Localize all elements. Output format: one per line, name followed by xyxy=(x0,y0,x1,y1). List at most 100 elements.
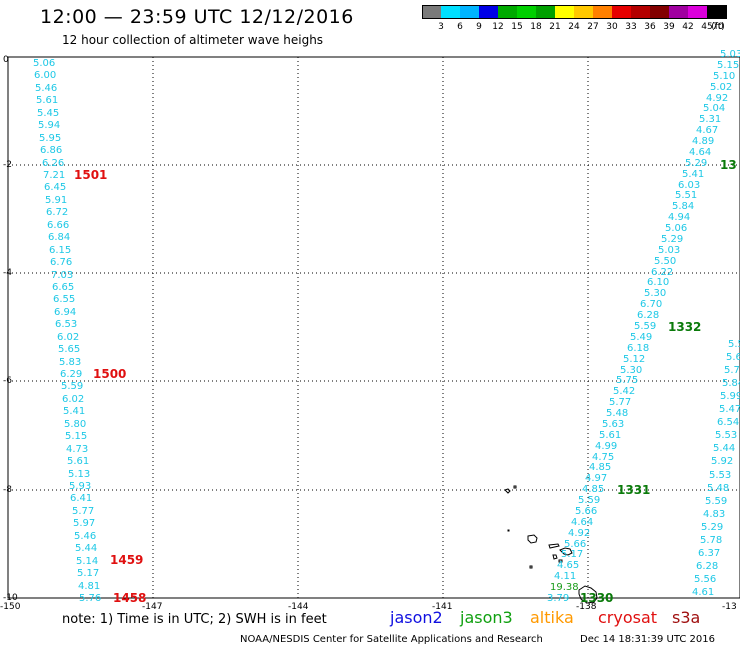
footer-timestamp: Dec 14 18:31:39 UTC 2016 xyxy=(580,634,715,645)
legend-tick-label: 33 xyxy=(625,22,637,32)
wave-height-label: 5.61 xyxy=(36,95,59,106)
satellite-name: jason2 xyxy=(390,608,443,627)
wave-height-label: 6.00 xyxy=(34,70,57,81)
wave-height-label: 6.54 xyxy=(717,417,740,428)
wave-height-label: 4.99 xyxy=(595,441,618,452)
wave-height-label: 6.28 xyxy=(696,561,719,572)
wave-height-label: 4.85 xyxy=(589,462,612,473)
pass-time-label: 1459 xyxy=(110,553,144,567)
wave-height-label: 4.92 xyxy=(706,93,729,104)
wave-height-label: 6.84 xyxy=(48,232,71,243)
wave-height-label: 5.10 xyxy=(713,71,736,82)
wave-height-label: 5.29 xyxy=(701,522,724,533)
plot-frame xyxy=(7,56,740,599)
pass-time-label: 1331 xyxy=(617,483,651,497)
wave-height-label: 6.70 xyxy=(640,299,663,310)
wave-height-label: 5.15 xyxy=(717,60,740,71)
pass-time-label: 13 xyxy=(720,158,737,172)
wave-height-label: 5.75 xyxy=(616,375,639,386)
wave-height-label: 6.55 xyxy=(53,294,76,305)
wave-height-label: 5.48 xyxy=(606,408,629,419)
island-kahoolawe xyxy=(558,559,563,563)
x-tick-label: -138 xyxy=(576,602,597,612)
wave-height-label: 5.84 xyxy=(672,201,695,212)
y-tick-label: -6 xyxy=(3,376,12,386)
wave-height-label: 5.59 xyxy=(705,496,728,507)
x-tick-label: -141 xyxy=(432,602,453,612)
wave-height-label: 5.06 xyxy=(33,58,56,69)
wave-height-label: 4.73 xyxy=(66,444,89,455)
wave-height-label: 5.77 xyxy=(72,506,95,517)
y-tick-label: 0 xyxy=(3,55,9,65)
wave-height-label: 5.6 xyxy=(726,352,740,363)
wave-height-label: 5.91 xyxy=(45,195,68,206)
wave-height-label: 5.41 xyxy=(63,406,86,417)
y-tick-label: -8 xyxy=(3,485,12,495)
legend-tick-label: 12 xyxy=(492,22,504,32)
wave-height-label: 5.83 xyxy=(59,357,82,368)
legend-tick-label: 70 xyxy=(712,22,724,32)
legend-tick-label: 18 xyxy=(530,22,542,32)
wave-height-label: 5.59 xyxy=(634,321,657,332)
wave-height-label: 5.46 xyxy=(74,531,97,542)
island-tiny xyxy=(529,565,533,569)
pass-time-label: 1330 xyxy=(580,591,614,605)
wave-height-label: 6.03 xyxy=(678,180,701,191)
wave-height-label: 5.99 xyxy=(720,391,740,402)
wave-height-label: 5.59 xyxy=(61,381,84,392)
legend-tick-label: 6 xyxy=(457,22,463,32)
wave-height-label: 4.97 xyxy=(585,473,608,484)
island-kauai xyxy=(504,488,511,494)
island-maui xyxy=(559,547,573,556)
pass-time-label: 1501 xyxy=(74,168,108,182)
legend-tick-label: 39 xyxy=(663,22,675,32)
wave-height-label: 5.13 xyxy=(68,469,91,480)
wave-height-label: 6.86 xyxy=(40,145,63,156)
satellite-name: jason3 xyxy=(460,608,513,627)
wave-height-label: 5.30 xyxy=(620,365,643,376)
wave-height-label: 6.45 xyxy=(44,182,67,193)
wave-height-label: 5.15 xyxy=(65,431,88,442)
wave-height-label: 6.22 xyxy=(651,267,674,278)
wave-height-label: 6.15 xyxy=(49,245,72,256)
wave-height-label: 5.46 xyxy=(35,83,58,94)
wave-height-label: 4.83 xyxy=(703,509,726,520)
island-outlines xyxy=(504,485,598,604)
wave-height-label: 5.61 xyxy=(599,430,622,441)
legend-tick-label: 21 xyxy=(549,22,561,32)
wave-height-label: 5.17 xyxy=(561,549,584,560)
color-legend: 3 6 9 12 15 18 21 24 27 30 33 36 39 42 45 70 (ft) xyxy=(422,5,727,35)
wave-height-label: 5.63 xyxy=(602,419,625,430)
wave-height-label: 6.02 xyxy=(57,332,80,343)
wave-height-label: 6.41 xyxy=(70,493,93,504)
y-tick-label: -2 xyxy=(3,160,12,170)
legend-tick-label: 15 xyxy=(511,22,523,32)
wave-height-label: 6.72 xyxy=(46,207,69,218)
wave-height-label: 5.95 xyxy=(39,133,62,144)
island-oahu xyxy=(527,534,538,544)
wave-height-label: 6.26 xyxy=(42,158,65,169)
wave-height-label: 6.65 xyxy=(52,282,75,293)
wave-height-label: 5.51 xyxy=(675,190,698,201)
wave-height-label: 5.80 xyxy=(64,419,87,430)
wave-height-label: 5.92 xyxy=(711,456,734,467)
wave-height-label: 4.89 xyxy=(692,136,715,147)
wave-height-label: 5.78 xyxy=(700,535,723,546)
wave-height-label: 4.92 xyxy=(568,528,591,539)
y-tick-label: -10 xyxy=(3,593,18,603)
satellite-name: altika xyxy=(530,608,574,627)
wave-height-label: 5.77 xyxy=(609,397,632,408)
wave-height-label: 6.37 xyxy=(698,548,721,559)
wave-height-label: 5.50 xyxy=(654,256,677,267)
wave-height-label: 5.7 xyxy=(724,365,740,376)
satellite-name: cryosat xyxy=(598,608,658,627)
legend-tick-label: 3 xyxy=(438,22,444,32)
wave-height-label: 5.66 xyxy=(575,506,598,517)
wave-height-label: 5.17 xyxy=(77,568,100,579)
wave-height-label: 5.66 xyxy=(564,539,587,550)
island-hawaii xyxy=(578,585,598,604)
wave-height-label: 5.30 xyxy=(644,288,667,299)
y-tick-label: -4 xyxy=(3,268,12,278)
footer-note: note: 1) Time is in UTC; 2) SWH is in fe… xyxy=(62,612,327,627)
wave-height-label: 5.41 xyxy=(682,169,705,180)
